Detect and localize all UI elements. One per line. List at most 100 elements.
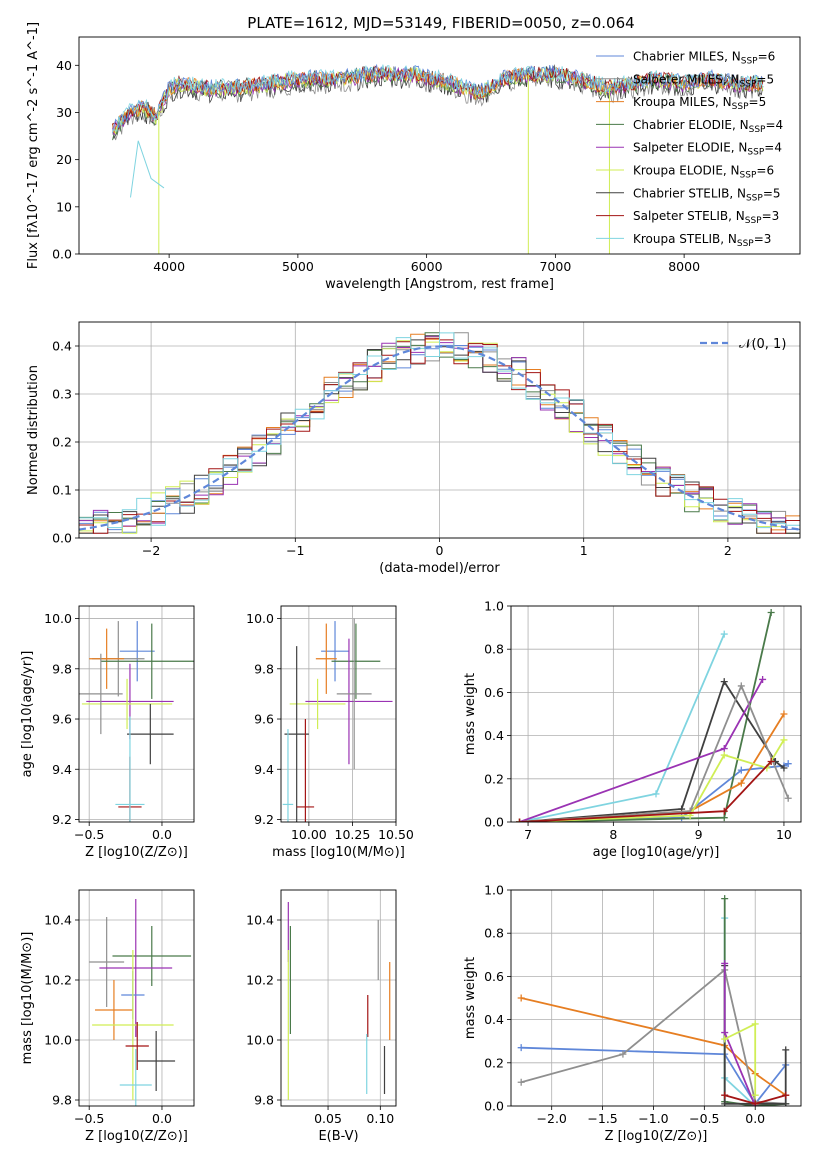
series-line [520, 997, 787, 1096]
data-marker [737, 766, 745, 774]
legend-entry: Chabrier STELIB, NSSP=5 [633, 186, 781, 203]
spectrum-line [112, 64, 764, 133]
age-vs-Z-plot [79, 621, 194, 822]
y-tick-label: 9.6 [52, 712, 72, 727]
x-tick-label: −0.5 [74, 827, 104, 842]
mass-vs-EBV-plot [287, 902, 391, 1100]
legend-subscript: SSP [746, 193, 763, 203]
y-tick-label: 0.6 [484, 969, 504, 984]
x-tick-label: 10.00 [291, 827, 327, 842]
y-tick-label: 9.8 [52, 1093, 72, 1108]
y-tick-label: 1.0 [484, 599, 504, 614]
x-tick-label: −1.0 [638, 1111, 668, 1126]
y-tick-label: 0.2 [484, 1055, 504, 1070]
y-axis-label: age [log10(age/yr)] [20, 651, 35, 778]
axes-frame [510, 889, 802, 1107]
x-tick-label: 0 [436, 543, 444, 558]
spectrum-line [130, 140, 165, 198]
y-tick-label: 0.0 [52, 531, 72, 546]
x-tick-label: 0.0 [152, 827, 172, 842]
series-line [519, 633, 726, 822]
y-tick-label: 9.4 [254, 762, 274, 777]
x-tick-label: 10.50 [378, 827, 414, 842]
spectrum-plot [112, 63, 764, 254]
y-tick-label: 10 [56, 199, 72, 214]
x-tick-label: 0.0 [745, 1111, 765, 1126]
x-axis-label: Z [log10(Z/Z⊙)] [85, 1129, 188, 1144]
x-tick-label: 0.10 [366, 1111, 394, 1126]
data-marker [619, 1050, 627, 1058]
gaussian-curve [79, 345, 800, 531]
x-axis-label: mass [log10(M/M⊙)] [272, 845, 405, 860]
y-axis-label: mass weight [463, 957, 478, 1039]
mass-vs-Z-plot [89, 899, 192, 1106]
data-marker [782, 1046, 790, 1054]
y-tick-label: 0.2 [52, 435, 72, 450]
y-tick-label: 9.2 [254, 812, 274, 827]
legend-entry: Kroupa STELIB, NSSP=3 [633, 232, 771, 249]
legend-value: =6 [758, 50, 776, 64]
y-tick-label: 30 [56, 105, 72, 120]
data-marker [780, 764, 788, 772]
legend-value: =5 [749, 95, 767, 109]
data-marker [782, 1100, 790, 1106]
y-tick-label: 20 [56, 152, 72, 167]
data-marker [721, 959, 729, 967]
y-tick-label: 0.0 [484, 815, 504, 830]
x-axis-label: wavelength [Angstrom, rest frame] [325, 277, 554, 292]
y-tick-label: 9.8 [254, 661, 274, 676]
data-marker [780, 710, 788, 718]
figure-title: PLATE=1612, MJD=53149, FIBERID=0050, z=0… [247, 14, 634, 32]
y-tick-label: 9.8 [52, 661, 72, 676]
data-marker [721, 1029, 729, 1037]
data-marker [720, 751, 728, 759]
data-marker [751, 1100, 759, 1106]
data-marker [720, 630, 728, 638]
x-axis-label: Z [log10(Z/Z⊙)] [85, 845, 188, 860]
y-tick-label: 9.6 [254, 712, 274, 727]
data-marker [720, 814, 728, 822]
y-tick-label: 0.4 [484, 1012, 504, 1027]
series-line [519, 679, 785, 822]
y-tick-label: 40 [56, 58, 72, 73]
y-tick-label: 0.3 [52, 387, 72, 402]
legend-subscript: SSP [740, 79, 757, 89]
series-line [519, 678, 764, 822]
legend-subscript: SSP [740, 171, 757, 181]
x-tick-label: −2 [142, 543, 160, 558]
data-marker [780, 736, 788, 744]
legend-value: =5 [756, 72, 774, 86]
x-tick-label: −1 [286, 543, 304, 558]
x-tick-label: −0.5 [74, 1111, 104, 1126]
x-tick-label: 0.05 [314, 1111, 342, 1126]
y-tick-label: 10.0 [246, 1033, 274, 1048]
x-axis-label: age [log10(age/yr)] [593, 845, 720, 860]
weight-vs-Z-plot [517, 895, 790, 1106]
data-marker [720, 807, 728, 815]
data-marker [720, 678, 728, 686]
legend-entry: Kroupa ELODIE, NSSP=6 [633, 164, 774, 181]
legend-subscript: SSP [747, 148, 764, 158]
legend-value: =6 [756, 164, 774, 178]
data-marker [784, 794, 792, 802]
legend-value: =3 [762, 209, 780, 223]
weight-vs-age-plot [516, 608, 792, 822]
x-tick-label: 4000 [153, 259, 185, 274]
data-marker [782, 1091, 790, 1099]
legend-value: =5 [763, 186, 781, 200]
legend-value: =4 [764, 141, 782, 155]
x-tick-label: 7000 [539, 259, 571, 274]
legend-value: =3 [754, 232, 772, 246]
legend-value: =4 [765, 118, 783, 132]
x-tick-label: −2.0 [537, 1111, 567, 1126]
data-marker [767, 608, 775, 616]
y-tick-label: 9.2 [52, 812, 72, 827]
y-tick-label: 0.6 [484, 685, 504, 700]
data-marker [516, 818, 524, 822]
y-tick-label: 9.4 [52, 762, 72, 777]
y-tick-label: 10.4 [246, 913, 274, 928]
x-tick-label: 0.0 [152, 1111, 172, 1126]
y-tick-label: 10.0 [44, 1033, 72, 1048]
legend-entry: 𝒩(0, 1) [739, 337, 786, 352]
